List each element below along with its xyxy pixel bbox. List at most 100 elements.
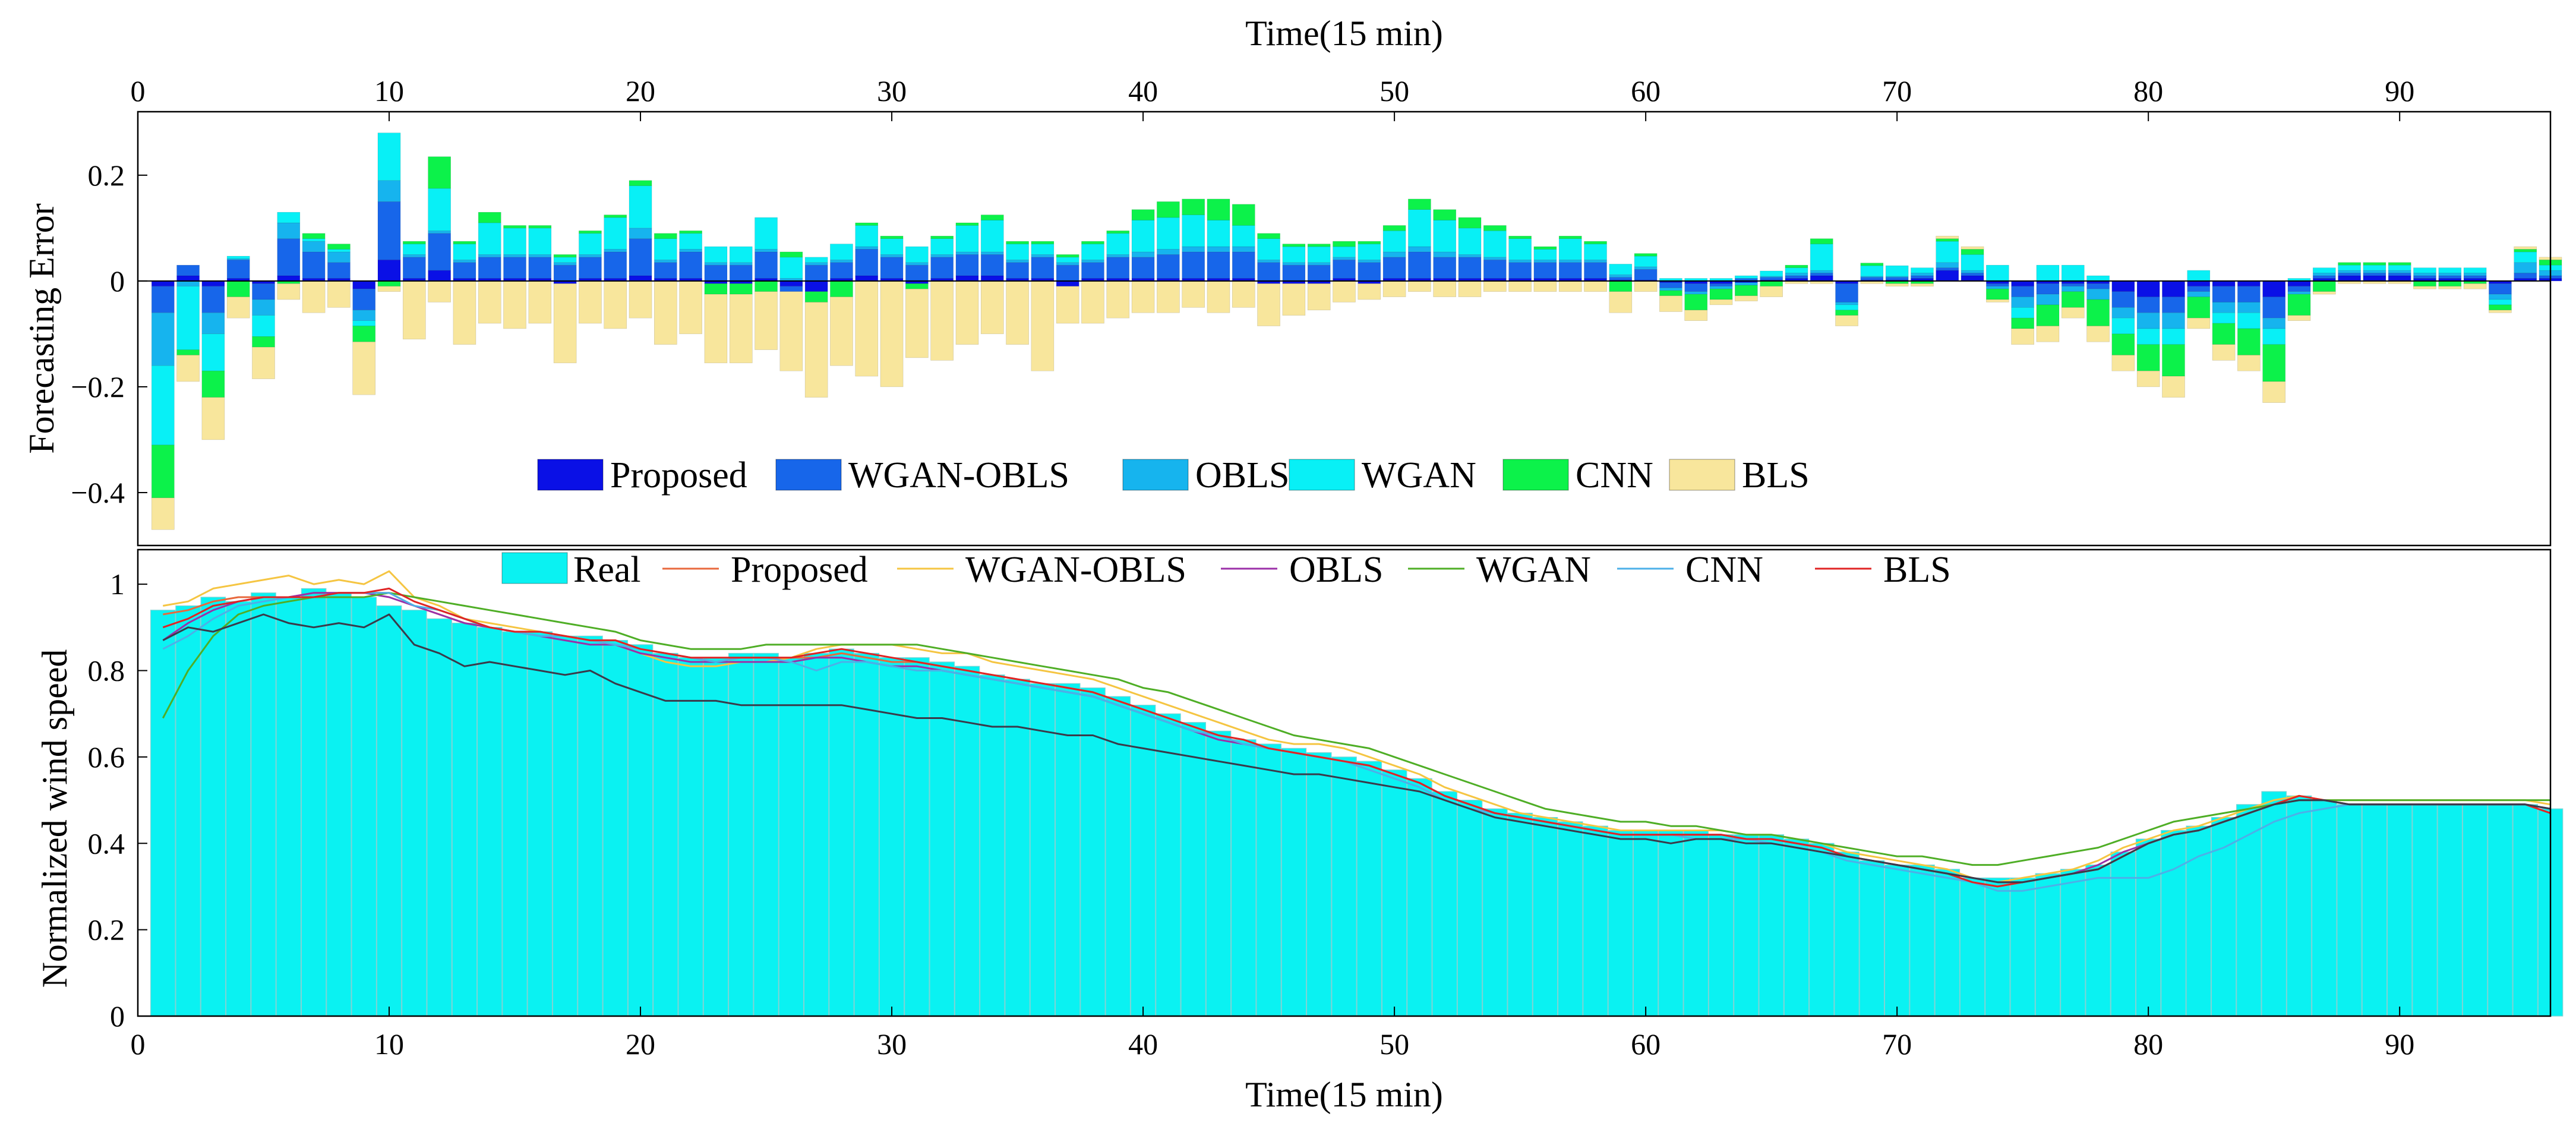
error-bar [1659, 282, 1682, 288]
error-bar [729, 294, 753, 364]
error-bar [1961, 249, 1984, 255]
error-bar [1182, 198, 1205, 215]
error-bar [880, 280, 904, 387]
error-bar [1936, 267, 1959, 271]
legend-swatch [1502, 459, 1569, 491]
error-bar [428, 188, 451, 231]
error-bar [2363, 264, 2386, 271]
real-bar [2286, 795, 2312, 1017]
x-tick-label: 0 [131, 74, 146, 108]
error-bar [1056, 264, 1079, 282]
legend-swatch [1289, 459, 1355, 491]
y-tick-label: 0.6 [88, 740, 125, 774]
legend-label: CNN [1685, 550, 1763, 590]
error-bar [1810, 238, 1833, 244]
error-bar [201, 312, 225, 335]
forecast-lines [162, 570, 2551, 892]
error-bar [1157, 201, 1180, 218]
error-bar [1006, 259, 1029, 263]
error-bar [2262, 317, 2286, 329]
error-bar [151, 312, 175, 366]
error-bar [1508, 235, 1532, 239]
error-bar [2262, 344, 2286, 382]
error-bar [855, 222, 879, 226]
top-y-axis-label: Forecasting Error [22, 203, 61, 454]
real-bar [527, 631, 553, 1017]
error-bar [1307, 283, 1331, 311]
error-bar [1911, 267, 1934, 273]
error-bar [804, 264, 828, 282]
error-bar [955, 280, 979, 345]
error-bar [453, 241, 476, 244]
error-bar [1961, 275, 1984, 282]
real-bar [1055, 683, 1081, 1017]
error-bar [1835, 304, 1858, 311]
x-tick-label: 10 [374, 74, 404, 108]
error-bar [955, 254, 979, 276]
error-bar [1106, 233, 1130, 255]
error-bar [1333, 257, 1356, 260]
error-bar [905, 264, 929, 282]
error-bar [1031, 241, 1055, 244]
error-bar [804, 257, 828, 263]
legend-label: OBLS [1195, 455, 1289, 496]
error-bar [1106, 231, 1130, 234]
error-bar [176, 349, 200, 355]
error-bar [2489, 283, 2512, 295]
legend-label: BLS [1883, 550, 1951, 590]
error-bar [1458, 228, 1482, 255]
error-bar [1483, 225, 1507, 231]
error-bar [503, 225, 526, 229]
real-bar [653, 652, 678, 1017]
real-bar [276, 597, 302, 1017]
error-bar [1408, 198, 1431, 210]
real-bar [1608, 830, 1634, 1017]
error-bar [1333, 246, 1356, 258]
error-bar [377, 280, 401, 287]
error-bar [1533, 262, 1557, 279]
real-bar [2236, 804, 2262, 1017]
error-bar [503, 228, 526, 255]
error-bar [226, 259, 250, 279]
error-bar [2111, 307, 2135, 318]
error-bar [1936, 235, 1959, 239]
error-bar [2438, 275, 2462, 279]
error-bar [955, 222, 979, 226]
x-tick-label: 30 [877, 1027, 907, 1061]
error-bar [1282, 283, 1306, 316]
real-bar [1281, 748, 1307, 1017]
error-bar [1081, 241, 1104, 244]
error-bar [528, 228, 552, 255]
error-bar [1659, 295, 1682, 312]
forecast-line [162, 613, 2551, 884]
error-bar [428, 156, 451, 189]
error-bar [930, 257, 954, 279]
error-bar [1408, 209, 1431, 247]
error-bar [880, 257, 904, 279]
error-bars [151, 133, 2562, 530]
error-bar [1634, 253, 1658, 257]
real-bar [854, 652, 880, 1017]
error-bar [679, 231, 702, 234]
error-bar [1558, 259, 1582, 263]
x-tick-label: 70 [1882, 1027, 1912, 1061]
error-bar [1785, 267, 1808, 273]
error-bar [1207, 246, 1230, 253]
error-bar [1961, 246, 1984, 250]
error-bar [779, 251, 803, 258]
error-bar [1734, 282, 1758, 286]
error-bar [2413, 286, 2436, 289]
error-bar [1006, 241, 1029, 244]
error-bar [2363, 262, 2386, 266]
error-bar [1131, 257, 1155, 279]
error-bar [2388, 275, 2411, 282]
error-bar [1911, 275, 1934, 279]
error-bar [352, 341, 376, 395]
error-bar [1986, 264, 2009, 282]
x-tick-label: 40 [1128, 74, 1158, 108]
error-bar [855, 249, 879, 276]
error-bar [1131, 251, 1155, 258]
real-bar [1985, 877, 2010, 1017]
error-bar [1911, 273, 1934, 276]
error-bar [402, 280, 426, 340]
